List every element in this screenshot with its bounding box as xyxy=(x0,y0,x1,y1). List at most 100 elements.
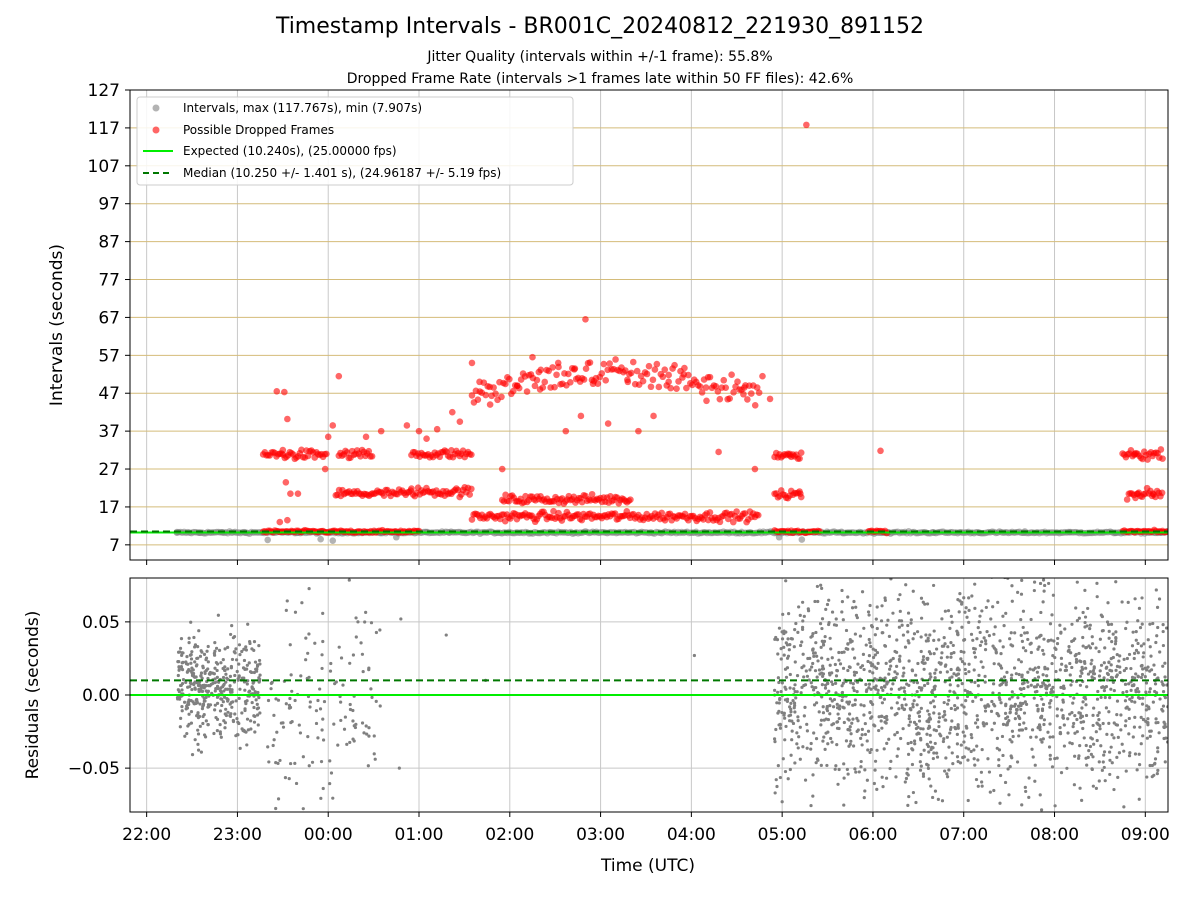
residual-point xyxy=(779,689,783,694)
residual-point xyxy=(1029,641,1033,645)
residual-point xyxy=(1084,645,1089,650)
residual-point xyxy=(1117,751,1122,755)
residual-point xyxy=(1127,754,1132,758)
residual-point xyxy=(367,734,371,738)
residual-point xyxy=(1140,596,1144,600)
residual-point xyxy=(937,720,941,724)
residual-point xyxy=(1081,610,1085,615)
residual-point xyxy=(961,730,965,734)
residual-point xyxy=(952,672,956,676)
residual-point xyxy=(789,701,793,705)
residual-point xyxy=(942,636,946,640)
dropped-frame-point xyxy=(747,390,755,397)
residual-point xyxy=(1035,703,1039,708)
dropped-frame-point xyxy=(643,370,651,378)
residual-point xyxy=(873,633,877,637)
dropped-frame-point xyxy=(740,390,747,398)
residual-point xyxy=(1091,671,1096,676)
residual-point xyxy=(307,675,311,679)
residual-point xyxy=(919,727,923,731)
dropped-frame-point xyxy=(567,378,574,386)
residual-point xyxy=(1062,723,1066,727)
residual-point xyxy=(814,761,818,765)
residual-point xyxy=(1161,629,1165,634)
residual-point xyxy=(895,664,899,669)
residual-point xyxy=(949,667,953,672)
residual-point xyxy=(185,670,189,674)
residual-point xyxy=(1114,668,1118,672)
residual-point xyxy=(908,720,913,724)
residual-point xyxy=(971,646,976,651)
residual-point xyxy=(815,584,820,589)
residual-point xyxy=(307,632,311,636)
residual-point xyxy=(314,721,319,726)
residual-point xyxy=(849,732,853,736)
residual-point xyxy=(1081,726,1085,731)
residual-point xyxy=(1113,567,1116,570)
residual-point xyxy=(249,719,253,723)
residual-point xyxy=(1013,631,1017,635)
dropped-frame-point xyxy=(598,370,606,377)
residual-point xyxy=(1111,632,1115,636)
residual-point xyxy=(925,602,930,606)
residual-point xyxy=(196,728,200,732)
residual-point xyxy=(1048,701,1052,705)
residual-point xyxy=(929,701,933,705)
residual-point xyxy=(189,682,193,686)
residual-point xyxy=(203,671,207,675)
residual-point xyxy=(293,761,297,765)
residual-point xyxy=(895,638,899,642)
residual-point xyxy=(783,667,788,671)
residual-point xyxy=(1016,590,1020,594)
dropped-frame-point xyxy=(403,422,411,429)
residual-point xyxy=(781,612,785,616)
dropped-frame-point xyxy=(722,384,730,391)
residual-point xyxy=(1161,704,1166,708)
dropped-frame-point xyxy=(683,384,690,392)
residual-point xyxy=(1009,643,1013,647)
legend-label-median: Median (10.250 +/- 1.401 s), (24.96187 +… xyxy=(183,166,501,180)
residual-point xyxy=(206,644,210,649)
residual-point xyxy=(828,636,832,640)
residual-point xyxy=(253,660,258,664)
residual-point xyxy=(202,686,206,690)
residual-point xyxy=(980,609,984,613)
residual-point xyxy=(806,656,810,661)
residual-point xyxy=(369,621,374,625)
residual-point xyxy=(828,663,832,667)
residual-point xyxy=(269,687,273,691)
x-tick-label: 22:00 xyxy=(122,825,171,845)
residual-point xyxy=(926,681,930,686)
residual-point xyxy=(802,675,806,679)
bottom-y-tick-label: 0.00 xyxy=(82,686,120,706)
residual-point xyxy=(907,683,911,687)
residual-point xyxy=(1079,720,1083,724)
residual-point xyxy=(1007,793,1011,797)
dropped-frame-point xyxy=(600,360,608,368)
residual-point xyxy=(1145,775,1149,779)
residual-point xyxy=(1133,597,1137,601)
residual-point xyxy=(1127,682,1131,686)
residual-point xyxy=(891,682,895,686)
residual-point xyxy=(784,724,788,729)
residual-point xyxy=(190,650,194,654)
residual-point xyxy=(829,647,833,651)
residual-point xyxy=(993,625,997,629)
residual-point xyxy=(217,680,221,684)
residual-point xyxy=(821,739,825,743)
residual-point xyxy=(1043,583,1047,588)
legend-box xyxy=(136,96,574,186)
residual-point xyxy=(906,767,910,771)
residual-point xyxy=(1004,680,1008,684)
residual-point xyxy=(1077,754,1081,758)
residual-point xyxy=(847,665,851,669)
residual-point xyxy=(911,637,915,641)
dropped-frame-point xyxy=(653,360,661,368)
residual-point xyxy=(863,721,867,726)
chart-subtitle-jitter: Jitter Quality (intervals within +/-1 fr… xyxy=(427,49,773,65)
residual-point xyxy=(1136,619,1140,623)
residual-point xyxy=(902,666,906,670)
interval-point xyxy=(775,533,783,541)
residual-point xyxy=(953,725,957,730)
residual-point xyxy=(208,670,212,675)
